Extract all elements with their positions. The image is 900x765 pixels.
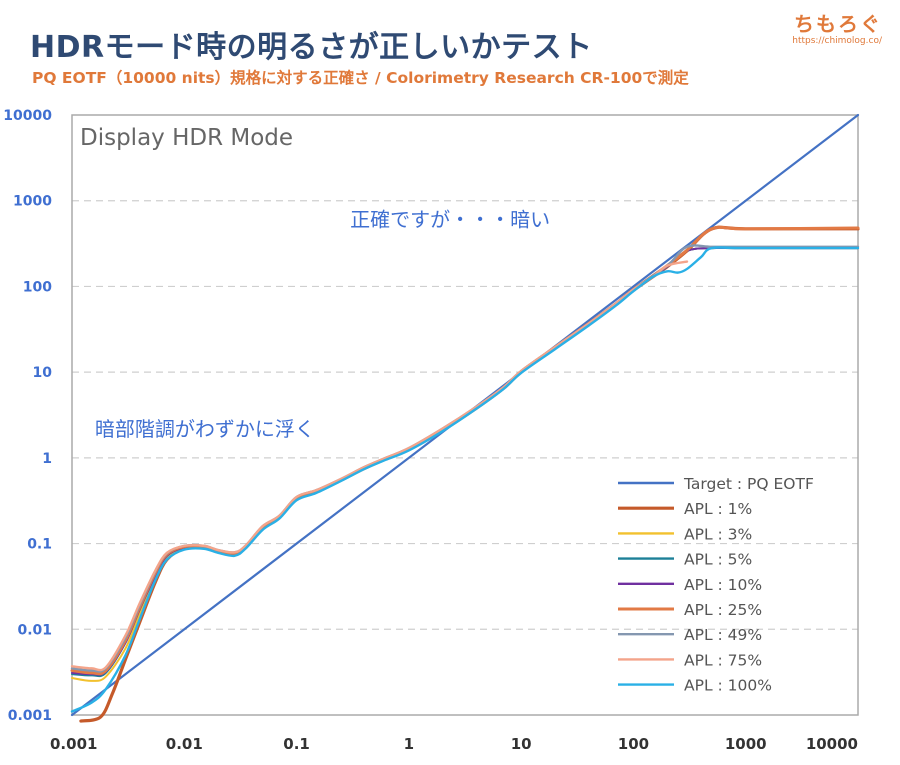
legend-entry: APL : 49% — [684, 626, 762, 644]
legend-entry: APL : 75% — [684, 651, 762, 669]
grid-lines — [72, 200, 858, 630]
x-tick-label: 0.1 — [283, 735, 310, 753]
brand-logo: ちもろぐ https://chimolog.co/ — [792, 8, 882, 46]
y-tick-label: 10 — [33, 365, 53, 381]
y-axis: 0.001 0.01 0.1 1 10 100 1000 10000 — [3, 108, 52, 724]
legend-entry: APL : 100% — [684, 677, 772, 695]
brand-url: https://chimolog.co/ — [792, 36, 882, 46]
x-tick-label: 0.001 — [50, 735, 97, 753]
chart-subtitle: PQ EOTF（10000 nits）規格に対する正確さ / Colorimet… — [32, 69, 689, 87]
y-tick-label: 0.1 — [27, 537, 52, 553]
panel-label: Display HDR Mode — [80, 125, 293, 151]
series-group — [70, 113, 860, 723]
x-axis: 0.001 0.01 0.1 1 10 100 1000 10000 — [50, 735, 858, 753]
legend-entry: Target : PQ EOTF — [683, 475, 814, 493]
plot-frame — [71, 114, 859, 716]
legend-entry: APL : 3% — [684, 525, 752, 543]
x-tick-label: 1 — [404, 735, 414, 753]
x-tick-label: 100 — [618, 735, 649, 753]
legend-entry: APL : 25% — [684, 601, 762, 619]
annotation: 暗部階調がわずかに浮く — [95, 417, 315, 441]
brand-name: ちもろぐ — [794, 12, 882, 36]
legend-entry: APL : 5% — [684, 551, 752, 569]
annotation: 正確ですが・・・暗い — [350, 208, 550, 232]
y-tick-label: 0.001 — [8, 708, 52, 724]
y-tick-label: 100 — [23, 279, 52, 295]
legend: Target : PQ EOTF APL : 1% APL : 3% APL : 5%… — [618, 475, 814, 695]
legend-entry: APL : 1% — [684, 500, 752, 518]
x-tick-label: 10 — [511, 735, 532, 753]
y-tick-label: 1000 — [13, 194, 52, 210]
x-tick-label: 10000 — [806, 735, 858, 753]
x-tick-label: 1000 — [725, 735, 767, 753]
x-tick-label: 0.01 — [166, 735, 203, 753]
y-tick-label: 1 — [42, 451, 52, 467]
series-line — [70, 260, 689, 672]
series-line — [70, 246, 860, 713]
y-tick-label: 10000 — [3, 108, 52, 124]
legend-entry: APL : 10% — [684, 576, 762, 594]
chart-title: HDRモード時の明るさが正しいかテスト — [30, 30, 593, 65]
y-tick-label: 0.01 — [17, 622, 52, 638]
